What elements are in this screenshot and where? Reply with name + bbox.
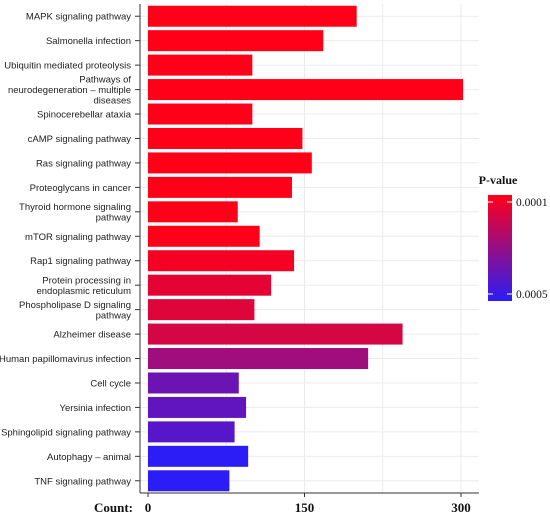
category-label: Ras signaling pathway [36,158,131,169]
category-label: Autophagy – animal [47,452,131,463]
bar [148,421,235,443]
bar [148,176,292,198]
bar [148,54,253,76]
x-tick-label: 150 [295,500,315,515]
bar [148,103,253,125]
category-label: Ubiquitin mediated proteolysis [4,61,131,72]
category-label: Salmonella infection [46,36,131,47]
bar [148,79,464,101]
category-label: Yersinia infection [60,403,131,414]
category-label: MAPK signaling pathway [26,12,131,23]
category-label: Protein processing in endoplasmic reticul… [36,275,131,297]
x-axis-label: Count: [94,500,133,515]
category-label: Sphingolipid signaling pathway [1,427,131,438]
bar [148,470,230,492]
category-label: Spinocerebellar ataxia [37,110,132,121]
bar [148,5,357,27]
bars [148,5,464,492]
category-label: Human papillomavirus infection [0,354,131,365]
category-label: Thyroid hormone signaling pathway [19,202,131,224]
category-label: Alzheimer disease [53,330,131,341]
category-label: Cell cycle [90,378,131,389]
category-label: Proteoglycans in cancer [30,183,131,194]
x-tick-label: 0 [145,500,152,515]
bar [148,348,369,370]
x-axis: 0 150 300 Count: [94,4,479,515]
category-label: cAMP signaling pathway [28,134,132,145]
bar [148,225,260,247]
legend: P-value 0.0001 0.0005 [479,173,548,301]
bar [148,127,303,149]
bar [148,201,238,223]
bar [148,372,239,394]
legend-colorbar [488,195,512,301]
category-label: Pathways of neurodegeneration – multiple d… [8,75,131,107]
bar [148,30,324,52]
bar [148,445,249,467]
bar [148,396,247,418]
category-labels: MAPK signaling pathway Salmonella infecti… [0,12,140,487]
x-tick-label: 300 [451,500,471,515]
legend-title: P-value [479,173,518,187]
category-label: Phospholipase D signaling pathway [19,300,131,322]
category-label: mTOR signaling pathway [25,232,131,243]
legend-tick-label: 0.0005 [516,289,548,301]
category-label: TNF signaling pathway [34,476,131,487]
legend-tick-label: 0.0001 [516,197,548,209]
category-label: Rap1 signaling pathway [30,256,131,267]
bar [148,323,403,345]
bar [148,299,255,321]
bar [148,274,272,296]
bar [148,250,295,272]
grid [140,4,479,493]
bar [148,152,312,174]
